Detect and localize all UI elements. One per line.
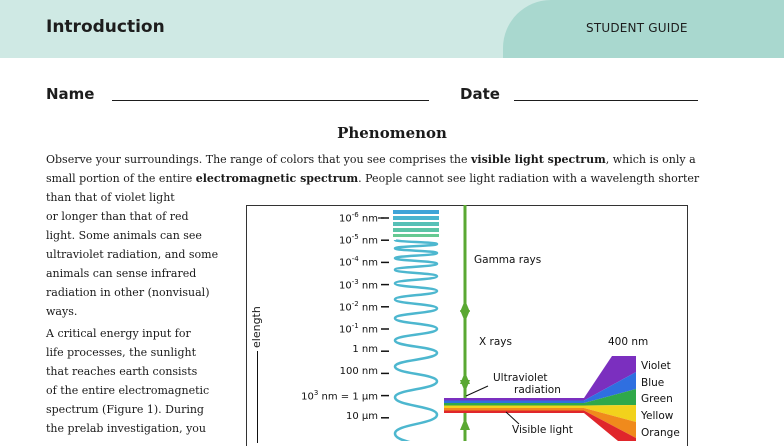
student-guide-label: STUDENT GUIDE [586, 21, 688, 35]
violet-label: Violet [641, 360, 671, 372]
tick-label: 10-1 nm [339, 322, 378, 336]
visible-band [444, 398, 584, 413]
tick-label: 1 nm [352, 344, 378, 356]
tick-label: 10-2 nm [339, 299, 378, 314]
x-rays-label: X rays [479, 336, 512, 348]
green-label: Green [641, 393, 673, 405]
tick-label: 10-4 nm [339, 255, 378, 269]
page-header: Introduction STUDENT GUIDE [0, 0, 784, 58]
yellow-wedge [584, 405, 636, 422]
name-line [112, 100, 429, 101]
blue-label: Blue [641, 377, 665, 389]
blue-wedge [584, 372, 636, 403]
left-paragraph-1: than that of violet light or longer than… [46, 191, 219, 318]
date-line [514, 100, 698, 101]
green-wedge [584, 389, 636, 406]
tick-label: 103 nm = 1 µm [301, 388, 378, 402]
400nm-label: 400 nm [608, 336, 649, 348]
intro-line-1: Observe your surroundings. The range of … [46, 153, 696, 166]
left-paragraph-2: A critical energy input for life process… [46, 327, 210, 435]
tick-label: 100 nm [339, 366, 378, 378]
intro-line-2: small portion of the entire electromagne… [46, 172, 700, 185]
violet-wedge [584, 356, 636, 401]
visible-light-label: Visible light [512, 424, 573, 436]
red-wedge [584, 410, 636, 441]
name-label: Name [46, 85, 95, 103]
spectrum-figure [246, 205, 688, 446]
gamma-rays-label: Gamma rays [474, 254, 542, 266]
orange-label: Orange [641, 427, 680, 439]
tick-label: 10-5 nm [339, 233, 378, 247]
header-title: Introduction [46, 17, 165, 37]
wave-line [393, 238, 439, 441]
radiation-label: radiation [514, 384, 561, 396]
header-tab [503, 0, 784, 58]
tick-label: 10-3 nm [339, 277, 378, 291]
orange-wedge [584, 408, 636, 438]
compressed-wave-block [393, 210, 439, 237]
tick-label: 10-6 nm [339, 211, 378, 225]
ultraviolet-label: Ultraviolet [493, 372, 548, 384]
section-title: Phenomenon [337, 124, 447, 142]
yellow-label: Yellow [641, 410, 674, 422]
tick-label: 10 µm [345, 410, 378, 422]
date-label: Date [460, 85, 500, 103]
